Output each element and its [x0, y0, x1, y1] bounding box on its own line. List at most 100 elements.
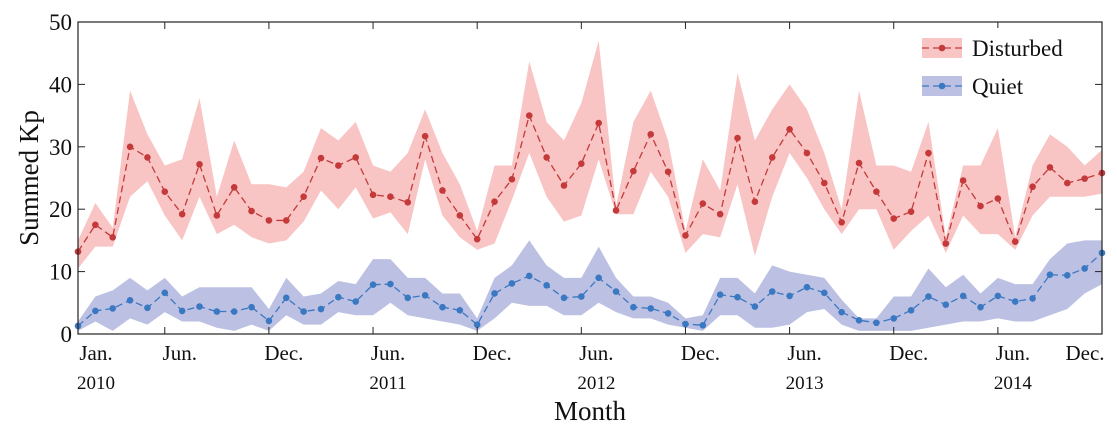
- x-tick-label: Jun.: [996, 341, 1030, 365]
- data-point: [352, 154, 359, 161]
- data-point: [404, 199, 412, 206]
- data-point: [439, 303, 446, 311]
- x-tick-year: 2010: [77, 373, 115, 394]
- data-point: [838, 219, 845, 226]
- data-point: [317, 154, 325, 162]
- data-point: [803, 149, 811, 157]
- data-point: [92, 307, 99, 315]
- data-point: [1011, 238, 1019, 245]
- data-point: [126, 297, 134, 304]
- x-tick-label: Dec.: [889, 341, 928, 365]
- data-point: [404, 294, 412, 302]
- data-point: [144, 154, 151, 161]
- legend-label: Disturbed: [972, 36, 1063, 61]
- data-point: [578, 293, 585, 300]
- data-point: [230, 308, 238, 315]
- x-tick-label: Dec.: [264, 341, 303, 365]
- data-point: [734, 293, 741, 301]
- data-point: [300, 308, 307, 315]
- data-point: [335, 293, 342, 301]
- data-point: [491, 290, 498, 297]
- data-point: [248, 303, 255, 311]
- data-point: [786, 126, 793, 133]
- y-tick-label: 0: [61, 322, 73, 347]
- data-point: [560, 294, 568, 302]
- x-tick-label: Jun.: [787, 341, 821, 365]
- data-point: [751, 198, 759, 206]
- data-point: [595, 274, 602, 282]
- x-tick-label: Dec.: [1065, 341, 1104, 365]
- data-point: [855, 159, 863, 167]
- band: [78, 240, 1102, 331]
- data-point: [1029, 295, 1036, 302]
- data-point: [1081, 265, 1088, 272]
- data-point: [543, 282, 550, 289]
- data-point: [196, 303, 203, 310]
- data-point: [855, 316, 863, 324]
- x-tick-label: Jun.: [371, 341, 405, 365]
- y-tick-label: 20: [49, 197, 72, 222]
- data-point: [768, 288, 776, 295]
- data-point: [421, 132, 429, 140]
- x-tick-year: 2012: [577, 373, 615, 394]
- data-point: [786, 292, 793, 300]
- data-point: [873, 188, 880, 196]
- data-point: [716, 210, 724, 218]
- x-tick-label: Jan.: [79, 341, 112, 365]
- data-point: [578, 160, 585, 167]
- data-point: [699, 200, 707, 207]
- data-point: [890, 315, 898, 322]
- data-point: [630, 167, 637, 175]
- data-point: [630, 303, 637, 311]
- data-point: [977, 303, 984, 311]
- x-tick-label: Dec.: [473, 341, 512, 365]
- data-point: [1063, 272, 1071, 279]
- data-point: [525, 272, 533, 280]
- data-point: [369, 191, 377, 199]
- data-point: [439, 187, 446, 194]
- data-point: [265, 217, 273, 224]
- data-point: [1029, 183, 1036, 191]
- data-point: [647, 305, 655, 312]
- data-point: [751, 303, 759, 310]
- data-point: [682, 232, 689, 239]
- data-point: [925, 149, 932, 157]
- legend-dot: [938, 82, 946, 90]
- data-point: [335, 162, 342, 169]
- data-point: [612, 288, 620, 295]
- data-point: [994, 195, 1002, 202]
- y-tick-label: 10: [49, 260, 72, 285]
- data-point: [821, 289, 828, 297]
- data-point: [508, 175, 516, 183]
- data-point: [473, 235, 481, 243]
- x-tick-year: 2011: [369, 373, 406, 394]
- data-point: [161, 188, 169, 196]
- data-point: [612, 207, 620, 214]
- y-tick-label: 50: [49, 10, 72, 35]
- data-point: [959, 177, 967, 184]
- data-point: [421, 292, 429, 299]
- data-point: [369, 281, 377, 289]
- data-point: [387, 193, 394, 201]
- data-point: [664, 168, 672, 176]
- data-point: [525, 112, 533, 119]
- data-point: [265, 317, 273, 325]
- data-point: [664, 310, 672, 317]
- x-tick-label: Dec.: [681, 341, 720, 365]
- data-point: [1046, 164, 1054, 171]
- data-point: [647, 131, 655, 138]
- data-point: [942, 240, 950, 247]
- data-point: [890, 215, 898, 222]
- data-point: [213, 308, 221, 315]
- data-point: [1011, 298, 1019, 305]
- data-point: [907, 208, 915, 215]
- x-tick-year: 2014: [994, 373, 1033, 394]
- data-point: [907, 306, 915, 314]
- data-point: [543, 154, 550, 161]
- y-axis-label: Summed Kp: [14, 110, 44, 246]
- data-point: [1081, 175, 1088, 182]
- data-point: [942, 301, 950, 308]
- data-point: [716, 291, 724, 298]
- y-tick-label: 30: [49, 135, 72, 160]
- data-point: [178, 307, 186, 315]
